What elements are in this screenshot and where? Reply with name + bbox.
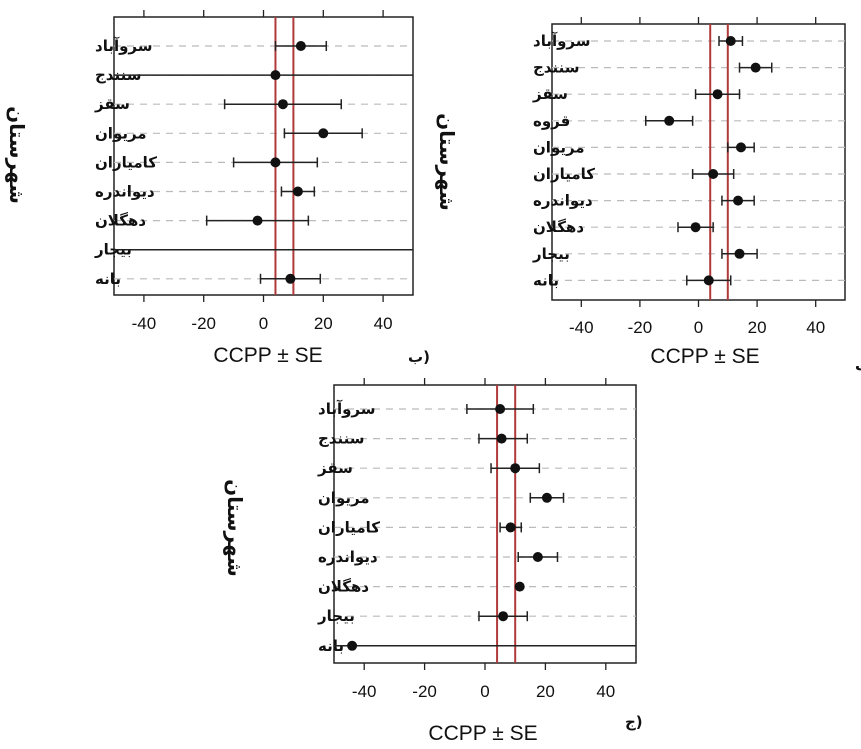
category-label: سروآباد xyxy=(318,400,376,418)
data-point xyxy=(703,275,714,286)
category-label: بانه xyxy=(533,271,559,289)
category-label: دیواندره xyxy=(95,183,155,201)
data-point xyxy=(712,89,723,100)
y-axis-label: شهرستان xyxy=(223,479,247,577)
panel-label: (الف xyxy=(855,356,861,374)
data-point xyxy=(664,115,675,126)
x-tick-label: -40 xyxy=(132,314,157,333)
x-tick-label: -20 xyxy=(412,682,437,701)
data-point xyxy=(510,463,521,474)
category-label: دیواندره xyxy=(318,548,378,566)
data-point xyxy=(514,581,525,592)
category-label: کامیاران xyxy=(318,518,380,536)
panel-alef: -40 -20 0 20 40 سروآباد سنندج سقز قروه مریوان کامی… xyxy=(435,17,861,374)
category-label: کامیاران xyxy=(533,165,595,183)
data-point xyxy=(270,157,281,168)
panel-label: (ج xyxy=(625,713,643,731)
category-label: سقز xyxy=(94,95,130,113)
data-point xyxy=(725,36,736,46)
x-tick-label: -40 xyxy=(352,682,377,701)
x-tick-label: 40 xyxy=(374,314,393,333)
data-point xyxy=(690,222,701,233)
category-label: دهگلان xyxy=(95,212,146,230)
category-label: دهگلان xyxy=(318,578,369,596)
data-point xyxy=(750,62,761,73)
category-label: کامیاران xyxy=(95,153,157,171)
x-tick-label: 20 xyxy=(314,314,333,333)
data-point xyxy=(318,128,329,139)
data-point xyxy=(496,433,507,444)
category-label: بیجار xyxy=(317,607,355,625)
x-tick-label: -40 xyxy=(569,318,594,337)
category-label: سقز xyxy=(317,459,353,477)
category-label: سقز xyxy=(532,85,568,103)
data-point xyxy=(285,273,296,284)
category-label: مریوان xyxy=(318,489,370,507)
y-axis-label: شهرستان xyxy=(5,106,29,204)
x-tick-label: 40 xyxy=(806,318,825,337)
y-axis-label: شهرستان xyxy=(435,113,459,211)
data-point xyxy=(708,169,719,179)
x-tick-label: -20 xyxy=(191,314,216,333)
category-label: دهگلان xyxy=(533,218,584,236)
data-point xyxy=(734,248,745,259)
category-label: سنندج xyxy=(533,59,579,77)
data-point xyxy=(735,142,746,153)
panel-jim: -40 -20 0 20 40 سروآباد سنندج سقز مریوان کامیاران… xyxy=(223,378,643,745)
category-label: سروآباد xyxy=(533,32,591,50)
x-axis-label: CCPP ± SE xyxy=(650,345,759,368)
data-point xyxy=(277,99,288,110)
x-tick-label: 0 xyxy=(480,682,489,701)
category-label: سنندج xyxy=(318,430,364,448)
data-point xyxy=(505,522,516,533)
category-label: قروه xyxy=(533,112,570,130)
data-point xyxy=(541,492,552,503)
data-point xyxy=(532,552,543,562)
data-point xyxy=(733,195,744,206)
data-point xyxy=(347,640,358,651)
category-label: بیجار xyxy=(532,245,570,263)
category-label: بیجار xyxy=(94,241,132,259)
data-point xyxy=(270,70,281,81)
panel-be: -40 -20 0 20 40سروآبادسنندجسقزمریوانکامیاران… xyxy=(5,10,430,367)
x-tick-label: 20 xyxy=(748,318,767,337)
data-point xyxy=(252,215,263,226)
category-label: دیواندره xyxy=(533,192,593,210)
x-tick-label: 40 xyxy=(596,682,615,701)
category-label: مریوان xyxy=(95,124,147,142)
x-axis-label: CCPP ± SE xyxy=(428,722,537,745)
category-label: بانه xyxy=(95,270,121,288)
x-tick-label: -20 xyxy=(628,318,653,337)
data-point xyxy=(292,186,303,197)
category-label: سروآباد xyxy=(95,37,153,55)
x-tick-label: 20 xyxy=(536,682,555,701)
plot-frame xyxy=(113,16,414,296)
panel-label: (ب xyxy=(408,348,430,366)
x-tick-label: 0 xyxy=(259,314,268,333)
data-point xyxy=(498,611,509,622)
x-tick-label: 0 xyxy=(694,318,703,337)
data-point xyxy=(295,41,306,51)
category-label: مریوان xyxy=(533,138,585,156)
category-label: بانه xyxy=(318,637,344,655)
data-point xyxy=(495,404,506,414)
x-axis-label: CCPP ± SE xyxy=(213,344,322,367)
plot-frame xyxy=(551,23,846,301)
